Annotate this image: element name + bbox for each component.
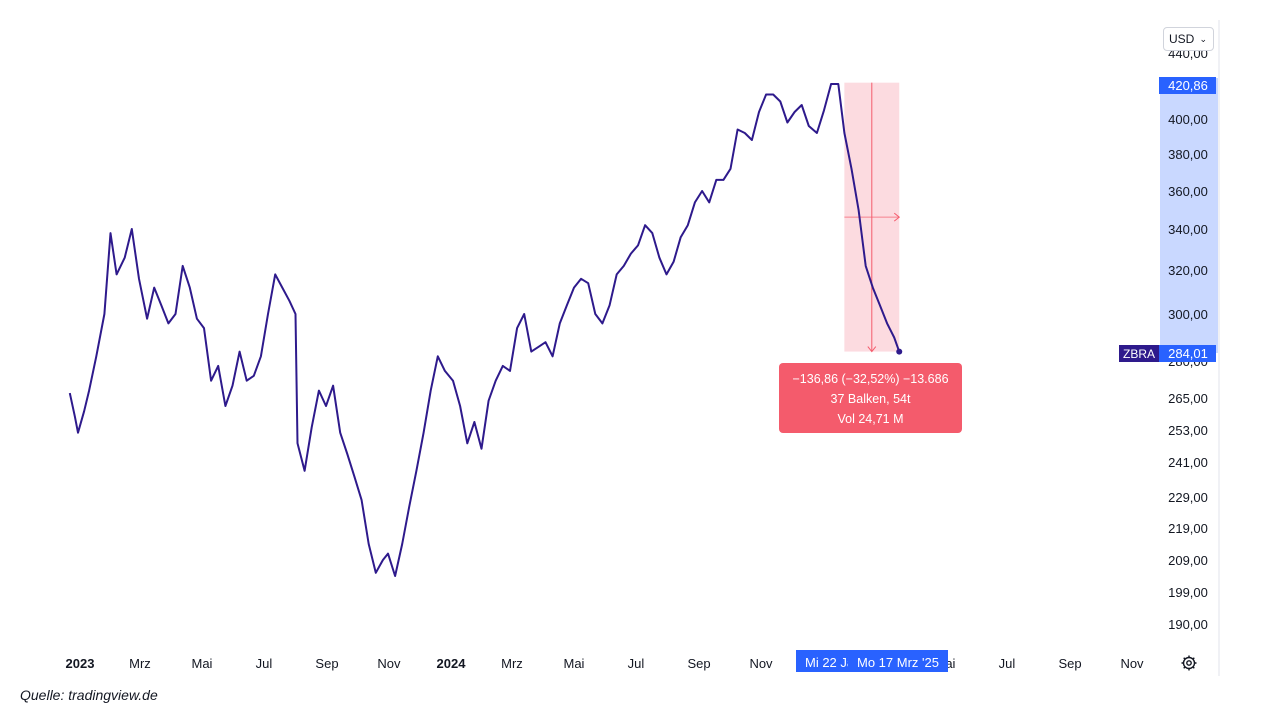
x-tick-label: Mrz (129, 656, 151, 671)
x-tick-label: Jul (256, 656, 273, 671)
measure-right-arrow-icon (893, 212, 901, 222)
x-tick-label: Jul (628, 656, 645, 671)
y-tick-label: 265,00 (1168, 391, 1208, 406)
symbol-label-bg (1119, 345, 1159, 362)
high-price-label-bg (1159, 77, 1216, 94)
price-scale-range-band (1160, 78, 1218, 353)
y-tick-label: 229,00 (1168, 490, 1208, 505)
measure-bars-text: 37 Balken, 54t (830, 392, 911, 406)
date-label-end-bg (848, 650, 948, 672)
x-tick-label: 2023 (66, 656, 95, 671)
y-tick-label: 320,00 (1168, 263, 1208, 278)
last-price-label: 284,01 (1168, 346, 1208, 361)
currency-label: USD (1169, 32, 1195, 46)
y-tick-label: 209,00 (1168, 553, 1208, 568)
x-tick-label: Nov (377, 656, 401, 671)
y-tick-label: 241,00 (1168, 455, 1208, 470)
last-price-label-bg (1159, 345, 1216, 362)
last-price-point (896, 348, 903, 355)
measure-change-text: −136,86 (−32,52%) −13.686 (792, 372, 949, 386)
date-label-end: Mo 17 Mrz '25 (857, 655, 939, 670)
y-tick-label: 253,00 (1168, 423, 1208, 438)
currency-selector[interactable]: USD ⌄ (1163, 27, 1214, 51)
x-tick-label: Nov (749, 656, 773, 671)
series-line-zbra (68, 83, 901, 577)
x-axis-ticks: 2023MrzMaiJulSepNov2024MrzMaiJulSepNovJa… (66, 656, 1145, 671)
x-tick-label: Jul (999, 656, 1016, 671)
x-tick-label: 2024 (437, 656, 467, 671)
measure-volume-text: Vol 24,71 M (837, 412, 904, 426)
x-tick-label: Sep (687, 656, 710, 671)
measure-tooltip: −136,86 (−32,52%) −13.686 37 Balken, 54t… (779, 363, 962, 433)
y-tick-label: 199,00 (1168, 585, 1208, 600)
x-tick-label: Mrz (501, 656, 523, 671)
x-tick-label: Sep (315, 656, 338, 671)
y-tick-label: 400,00 (1168, 112, 1208, 127)
x-tick-label: Mai (191, 656, 212, 671)
measure-down-arrow-icon (867, 346, 877, 353)
source-caption: Quelle: tradingview.de (20, 687, 158, 703)
y-tick-label: 219,00 (1168, 521, 1208, 536)
x-tick-label: Sep (1058, 656, 1081, 671)
y-tick-label: 380,00 (1168, 147, 1208, 162)
x-tick-label: Nov (1120, 656, 1144, 671)
x-tick-label: Mai (564, 656, 585, 671)
y-tick-label: 190,00 (1168, 617, 1208, 632)
y-tick-label: 340,00 (1168, 222, 1208, 237)
symbol-label: ZBRA (1123, 347, 1155, 361)
y-tick-label: 360,00 (1168, 184, 1208, 199)
chevron-down-icon: ⌄ (1199, 34, 1207, 44)
high-price-label: 420,86 (1168, 78, 1208, 93)
y-tick-label: 300,00 (1168, 307, 1208, 322)
gear-icon[interactable] (1180, 654, 1198, 672)
